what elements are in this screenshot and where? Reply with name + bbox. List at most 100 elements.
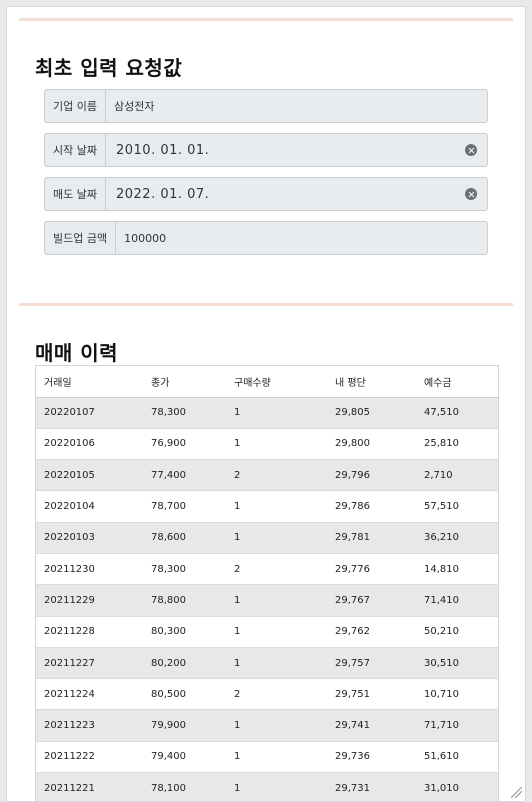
- sell-date-value[interactable]: 2022. 01. 07.: [115, 186, 210, 202]
- cell-quantity: 1: [226, 741, 327, 774]
- cell-quantity: 1: [226, 709, 327, 742]
- cell-quantity: 1: [226, 616, 327, 648]
- table-row: 20220107 78,300 1 29,805 47,510: [36, 397, 498, 429]
- column-header-trade-date: 거래일: [36, 366, 143, 398]
- cell-trade-date: 20211223: [36, 709, 143, 742]
- cell-trade-date: 20211229: [36, 584, 143, 617]
- cell-deposit: 31,010: [416, 772, 498, 801]
- cell-close-price: 80,200: [143, 647, 226, 680]
- cell-avg-price: 29,762: [327, 616, 416, 648]
- column-header-close-price: 종가: [143, 366, 226, 398]
- page-frame: 최초 입력 요청값 기업 이름 삼성전자 시작 날짜 2010. 01. 01.…: [6, 6, 526, 802]
- cell-deposit: 10,710: [416, 678, 498, 711]
- table-row: 20211227 80,200 1 29,757 30,510: [36, 647, 498, 680]
- table-row: 20220103 78,600 1 29,781 36,210: [36, 522, 498, 554]
- sell-date-field[interactable]: 매도 날짜 2022. 01. 07.: [44, 177, 488, 211]
- cell-avg-price: 29,781: [327, 522, 416, 554]
- cell-avg-price: 29,751: [327, 678, 416, 711]
- table-row: 20211222 79,400 1 29,736 51,610: [36, 741, 498, 774]
- company-name-value: 삼성전자: [113, 100, 155, 113]
- company-name-field: 기업 이름 삼성전자: [44, 89, 488, 123]
- cell-deposit: 50,210: [416, 616, 498, 648]
- table-row: 20220106 76,900 1 29,800 25,810: [36, 428, 498, 461]
- cell-deposit: 25,810: [416, 428, 498, 461]
- cell-close-price: 78,800: [143, 584, 226, 617]
- cell-close-price: 79,400: [143, 741, 226, 774]
- cell-close-price: 80,300: [143, 616, 226, 648]
- column-header-quantity: 구매수량: [226, 366, 327, 398]
- buildup-amount-value: 100000: [124, 231, 167, 245]
- cell-deposit: 36,210: [416, 522, 498, 554]
- cell-close-price: 78,600: [143, 522, 226, 554]
- cell-avg-price: 29,741: [327, 709, 416, 742]
- cell-trade-date: 20211230: [36, 553, 143, 586]
- table-row: 20211228 80,300 1 29,762 50,210: [36, 616, 498, 648]
- start-date-field[interactable]: 시작 날짜 2010. 01. 01.: [44, 133, 488, 167]
- cell-deposit: 71,410: [416, 584, 498, 617]
- start-date-value[interactable]: 2010. 01. 01.: [115, 142, 210, 158]
- cell-close-price: 78,300: [143, 553, 226, 586]
- buildup-amount-field: 빌드업 금액 100000: [44, 221, 488, 255]
- table-row: 20211230 78,300 2 29,776 14,810: [36, 553, 498, 586]
- cell-avg-price: 29,767: [327, 584, 416, 617]
- cell-close-price: 78,300: [143, 397, 226, 429]
- cell-deposit: 2,710: [416, 459, 498, 492]
- trade-history-title: 매매 이력: [35, 341, 119, 365]
- cell-quantity: 2: [226, 553, 327, 586]
- company-name-label: 기업 이름: [45, 90, 106, 122]
- cell-quantity: 1: [226, 772, 327, 801]
- cell-avg-price: 29,796: [327, 459, 416, 492]
- cell-trade-date: 20220106: [36, 428, 143, 461]
- cell-deposit: 30,510: [416, 647, 498, 680]
- table-row: 20211223 79,900 1 29,741 71,710: [36, 709, 498, 742]
- table-row: 20211229 78,800 1 29,767 71,410: [36, 584, 498, 617]
- cell-deposit: 57,510: [416, 490, 498, 523]
- cell-quantity: 2: [226, 459, 327, 492]
- top-divider: [19, 18, 513, 21]
- cell-quantity: 1: [226, 490, 327, 523]
- cell-trade-date: 20211222: [36, 741, 143, 774]
- cell-deposit: 14,810: [416, 553, 498, 586]
- sell-date-label: 매도 날짜: [45, 178, 106, 210]
- resize-handle-icon[interactable]: [511, 787, 522, 798]
- cell-close-price: 77,400: [143, 459, 226, 492]
- clear-icon[interactable]: [465, 144, 477, 156]
- cell-avg-price: 29,731: [327, 772, 416, 801]
- table-row: 20211224 80,500 2 29,751 10,710: [36, 678, 498, 711]
- cell-close-price: 78,700: [143, 490, 226, 523]
- table-header-row: 거래일 종가 구매수량 내 평단 예수금: [36, 366, 498, 398]
- table-row: 20211221 78,100 1 29,731 31,010: [36, 772, 498, 801]
- table-row: 20220105 77,400 2 29,796 2,710: [36, 459, 498, 492]
- cell-avg-price: 29,786: [327, 490, 416, 523]
- cell-trade-date: 20220103: [36, 522, 143, 554]
- cell-deposit: 47,510: [416, 397, 498, 429]
- cell-quantity: 1: [226, 647, 327, 680]
- cell-quantity: 1: [226, 584, 327, 617]
- column-header-avg-price: 내 평단: [327, 366, 416, 398]
- start-date-label: 시작 날짜: [45, 134, 106, 166]
- cell-trade-date: 20211227: [36, 647, 143, 680]
- cell-trade-date: 20220104: [36, 490, 143, 523]
- cell-trade-date: 20220107: [36, 397, 143, 429]
- cell-avg-price: 29,805: [327, 397, 416, 429]
- cell-quantity: 2: [226, 678, 327, 711]
- cell-trade-date: 20211221: [36, 772, 143, 801]
- cell-trade-date: 20211224: [36, 678, 143, 711]
- initial-request-title: 최초 입력 요청값: [35, 56, 183, 80]
- cell-avg-price: 29,736: [327, 741, 416, 774]
- table-row: 20220104 78,700 1 29,786 57,510: [36, 490, 498, 523]
- cell-close-price: 76,900: [143, 428, 226, 461]
- cell-avg-price: 29,776: [327, 553, 416, 586]
- cell-deposit: 51,610: [416, 741, 498, 774]
- cell-close-price: 78,100: [143, 772, 226, 801]
- cell-trade-date: 20220105: [36, 459, 143, 492]
- clear-icon[interactable]: [465, 188, 477, 200]
- cell-quantity: 1: [226, 522, 327, 554]
- buildup-amount-label: 빌드업 금액: [45, 222, 117, 254]
- cell-quantity: 1: [226, 397, 327, 429]
- cell-deposit: 71,710: [416, 709, 498, 742]
- cell-quantity: 1: [226, 428, 327, 461]
- cell-close-price: 79,900: [143, 709, 226, 742]
- column-header-deposit: 예수금: [416, 366, 498, 398]
- cell-trade-date: 20211228: [36, 616, 143, 648]
